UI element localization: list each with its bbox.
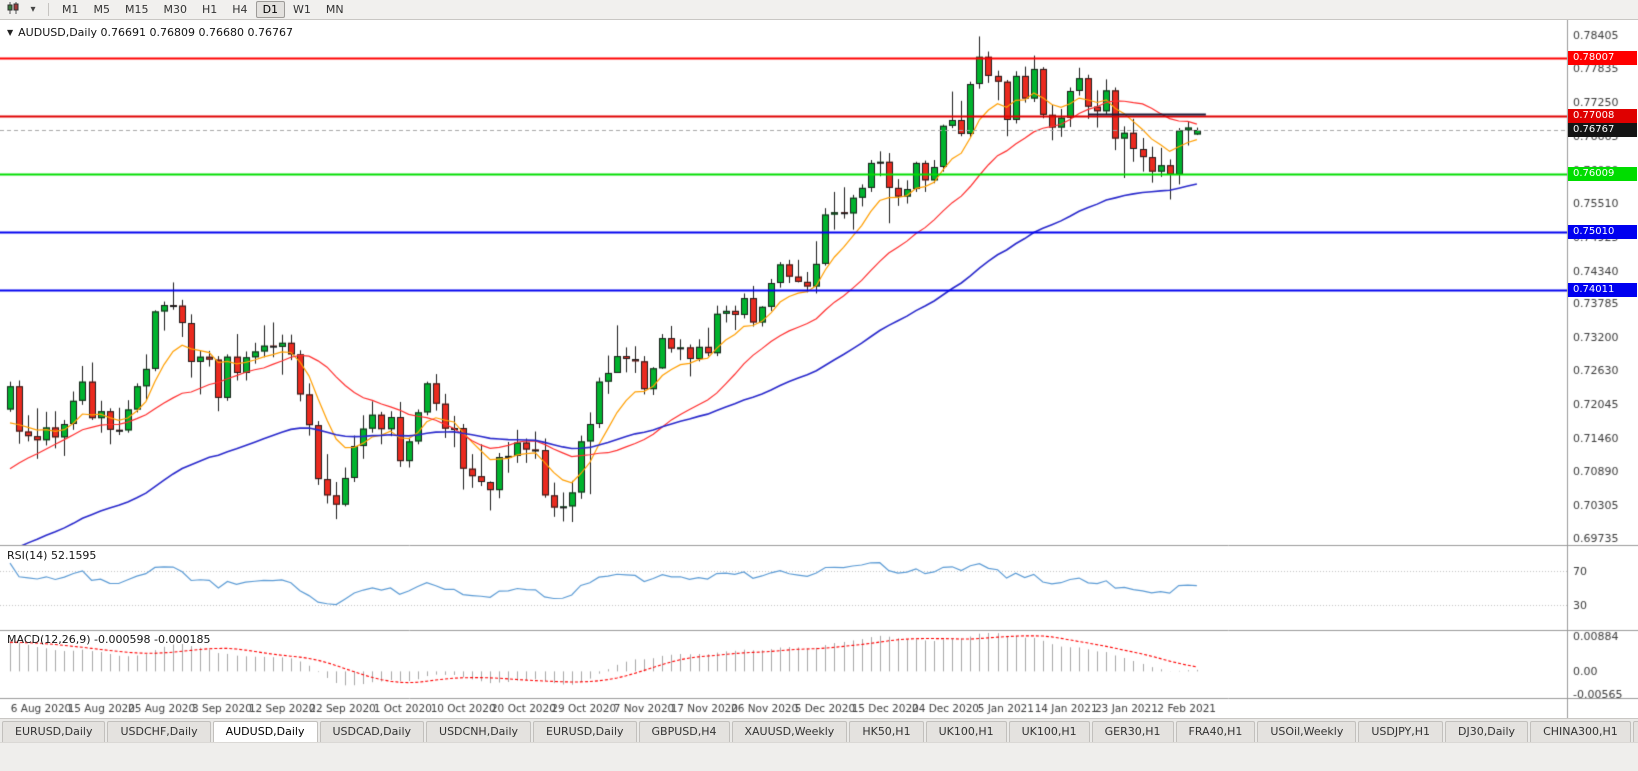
chart-tab[interactable]: FRA40,H1: [1175, 721, 1256, 742]
time-axis[interactable]: [0, 698, 1567, 718]
chart-tab[interactable]: EURUSD,Daily: [533, 721, 637, 742]
timeframe-buttons: M1 M5 M15 M30 H1 H4 D1 W1 MN: [55, 1, 351, 18]
status-bar: [0, 742, 1638, 771]
chart-tab[interactable]: U: [1632, 721, 1638, 742]
chart-tab[interactable]: DJ30,Daily: [1445, 721, 1529, 742]
candlestick-chart-icon: [7, 2, 20, 17]
macd-indicator-label: MACD(12,26,9) -0.000598 -0.000185: [7, 633, 211, 646]
price-axis[interactable]: [1567, 20, 1638, 698]
chart-tab[interactable]: GBPUSD,H4: [638, 721, 730, 742]
toolbar-separator: [48, 3, 49, 16]
chart-title-text: AUDUSD,Daily 0.76691 0.76809 0.76680 0.7…: [18, 26, 293, 39]
chart-type-dropdown-button[interactable]: ▾: [24, 1, 42, 18]
chart-tab[interactable]: AUDUSD,Daily: [212, 721, 318, 742]
timeframe-button[interactable]: M1: [55, 1, 86, 18]
chart-tab[interactable]: USDJPY,H1: [1358, 721, 1444, 742]
timeframe-button[interactable]: H1: [195, 1, 224, 18]
chevron-down-icon: ▾: [30, 4, 36, 15]
chart-tab[interactable]: USDCHF,Daily: [107, 721, 211, 742]
pane-separator-rsi-macd[interactable]: [0, 628, 1638, 633]
chart-title: ▼ AUDUSD,Daily 0.76691 0.76809 0.76680 0.…: [7, 26, 293, 39]
chart-tab[interactable]: HK50,H1: [849, 721, 924, 742]
rsi-indicator-label: RSI(14) 52.1595: [7, 549, 97, 562]
timeframe-button[interactable]: D1: [255, 1, 286, 18]
timeframe-toolbar: ▾ M1 M5 M15 M30 H1 H4 D1 W1 MN: [0, 0, 1638, 20]
timeframe-button[interactable]: M5: [87, 1, 118, 18]
chart-canvas[interactable]: [0, 20, 1638, 718]
chart-tab[interactable]: USOil,Weekly: [1257, 721, 1357, 742]
chart-tab[interactable]: USDCNH,Daily: [426, 721, 532, 742]
timeframe-button[interactable]: H4: [225, 1, 254, 18]
chart-tab[interactable]: GER30,H1: [1091, 721, 1174, 742]
timeframe-button[interactable]: MN: [319, 1, 351, 18]
chart-type-button[interactable]: [4, 1, 23, 18]
timeframe-button[interactable]: M30: [157, 1, 195, 18]
chart-tab[interactable]: USDCAD,Daily: [319, 721, 425, 742]
timeframe-button[interactable]: W1: [286, 1, 318, 18]
chart-collapse-icon[interactable]: ▼: [7, 28, 14, 37]
chart-tab[interactable]: EURUSD,Daily: [2, 721, 106, 742]
chart-tab[interactable]: CHINA300,H1: [1530, 721, 1631, 742]
pane-separator-main-rsi[interactable]: [0, 543, 1638, 548]
chart-tab[interactable]: UK100,H1: [925, 721, 1007, 742]
chart-tab-bar: EURUSD,Daily USDCHF,Daily AUDUSD,Daily USDC…: [0, 718, 1638, 742]
chart-tab[interactable]: UK100,H1: [1008, 721, 1090, 742]
chart-tab[interactable]: XAUUSD,Weekly: [731, 721, 848, 742]
timeframe-button[interactable]: M15: [118, 1, 156, 18]
